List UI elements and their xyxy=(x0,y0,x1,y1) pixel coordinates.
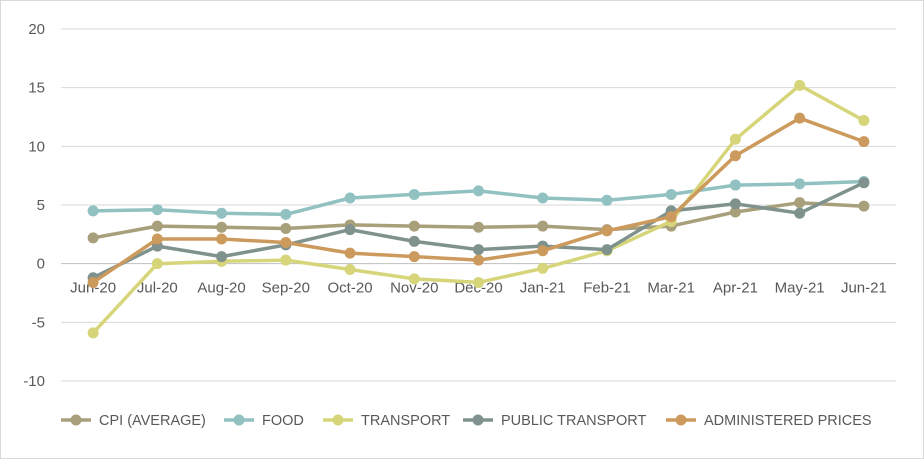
legend-label: TRANSPORT xyxy=(361,413,450,429)
data-point xyxy=(858,115,870,127)
data-point xyxy=(280,222,292,234)
legend-marker xyxy=(332,414,344,426)
x-tick-label: Apr-21 xyxy=(713,280,758,297)
series-food xyxy=(87,176,870,220)
x-tick-label: Jun-20 xyxy=(70,280,116,297)
y-tick-label: 15 xyxy=(28,80,45,97)
data-point xyxy=(151,258,163,270)
data-point xyxy=(408,188,420,200)
data-point xyxy=(473,276,484,288)
series-lines xyxy=(87,79,870,339)
data-point xyxy=(87,205,99,217)
gridlines xyxy=(61,28,896,382)
legend-label: ADMINISTERED PRICES xyxy=(704,413,872,429)
data-point xyxy=(344,192,356,204)
axes: 20 15 10 5 0 -5 -10 Jun-20 Jul-20 Aug-20 Sep-20 Oct… xyxy=(23,21,896,390)
legend-marker xyxy=(70,414,82,426)
legend-item: CPI (AVERAGE) xyxy=(61,413,206,429)
series-cpi-average xyxy=(87,197,870,244)
data-point xyxy=(794,112,806,124)
data-point xyxy=(729,179,741,191)
data-point xyxy=(601,244,613,256)
data-point xyxy=(601,194,613,206)
data-point xyxy=(151,204,163,216)
x-tick-label: Nov-20 xyxy=(390,280,438,297)
y-tick-label: -5 xyxy=(32,314,45,331)
data-point xyxy=(729,150,741,162)
legend-label: PUBLIC TRANSPORT xyxy=(501,413,646,429)
data-point xyxy=(794,197,806,209)
data-point xyxy=(216,251,228,263)
y-tick-label: -10 xyxy=(23,373,45,390)
data-point xyxy=(794,79,806,91)
data-point xyxy=(216,221,228,233)
data-point xyxy=(280,208,292,220)
x-tick-label: Jun-21 xyxy=(841,280,887,297)
legend-marker xyxy=(233,414,245,426)
data-point xyxy=(729,198,741,210)
x-tick-label: Jul-20 xyxy=(137,280,178,297)
data-point xyxy=(280,254,292,266)
data-point xyxy=(473,185,484,197)
x-tick-label: Mar-21 xyxy=(647,280,695,297)
data-point xyxy=(151,233,163,245)
x-tick-label: Feb-21 xyxy=(583,280,631,297)
data-point xyxy=(537,262,549,274)
x-tick-label: Jan-21 xyxy=(520,280,566,297)
data-point xyxy=(473,254,484,266)
data-point xyxy=(87,232,99,244)
data-point xyxy=(537,220,549,232)
series-administered-prices xyxy=(87,112,870,288)
data-point xyxy=(344,224,356,236)
data-point xyxy=(858,177,870,189)
legend-marker xyxy=(472,414,484,426)
data-point xyxy=(665,211,677,223)
legend-marker xyxy=(675,414,687,426)
data-point xyxy=(216,207,228,219)
data-point xyxy=(408,251,420,263)
data-point xyxy=(601,225,613,237)
legend-label: FOOD xyxy=(262,413,304,429)
x-tick-label: Aug-20 xyxy=(197,280,245,297)
legend: CPI (AVERAGE) FOOD TRANSPORT PUBLIC TRANSPO… xyxy=(61,413,872,429)
legend-item: TRANSPORT xyxy=(323,413,450,429)
data-point xyxy=(87,327,99,339)
y-tick-label: 20 xyxy=(28,21,45,38)
y-tick-label: 5 xyxy=(37,197,45,214)
data-point xyxy=(216,233,228,245)
data-point xyxy=(537,192,549,204)
data-point xyxy=(858,136,870,148)
data-point xyxy=(729,133,741,145)
data-point xyxy=(344,264,356,276)
x-tick-label: Oct-20 xyxy=(328,280,373,297)
y-tick-label: 0 xyxy=(37,256,45,273)
data-point xyxy=(344,247,356,259)
data-point xyxy=(729,206,741,218)
data-point xyxy=(537,245,549,257)
legend-item: ADMINISTERED PRICES xyxy=(666,413,872,429)
data-point xyxy=(473,244,484,256)
data-point xyxy=(794,207,806,219)
data-point xyxy=(473,221,484,233)
x-tick-label: May-21 xyxy=(775,280,825,297)
data-point xyxy=(794,178,806,190)
legend-item: FOOD xyxy=(224,413,304,429)
data-point xyxy=(280,237,292,249)
data-point xyxy=(408,235,420,247)
x-tick-label: Sep-20 xyxy=(262,280,310,297)
legend-item: PUBLIC TRANSPORT xyxy=(463,413,646,429)
data-point xyxy=(858,200,870,212)
data-point xyxy=(408,220,420,232)
y-tick-label: 10 xyxy=(28,138,45,155)
data-point xyxy=(151,220,163,232)
data-point xyxy=(87,276,99,288)
legend-label: CPI (AVERAGE) xyxy=(99,413,206,429)
data-point xyxy=(408,273,420,285)
data-point xyxy=(665,188,677,200)
